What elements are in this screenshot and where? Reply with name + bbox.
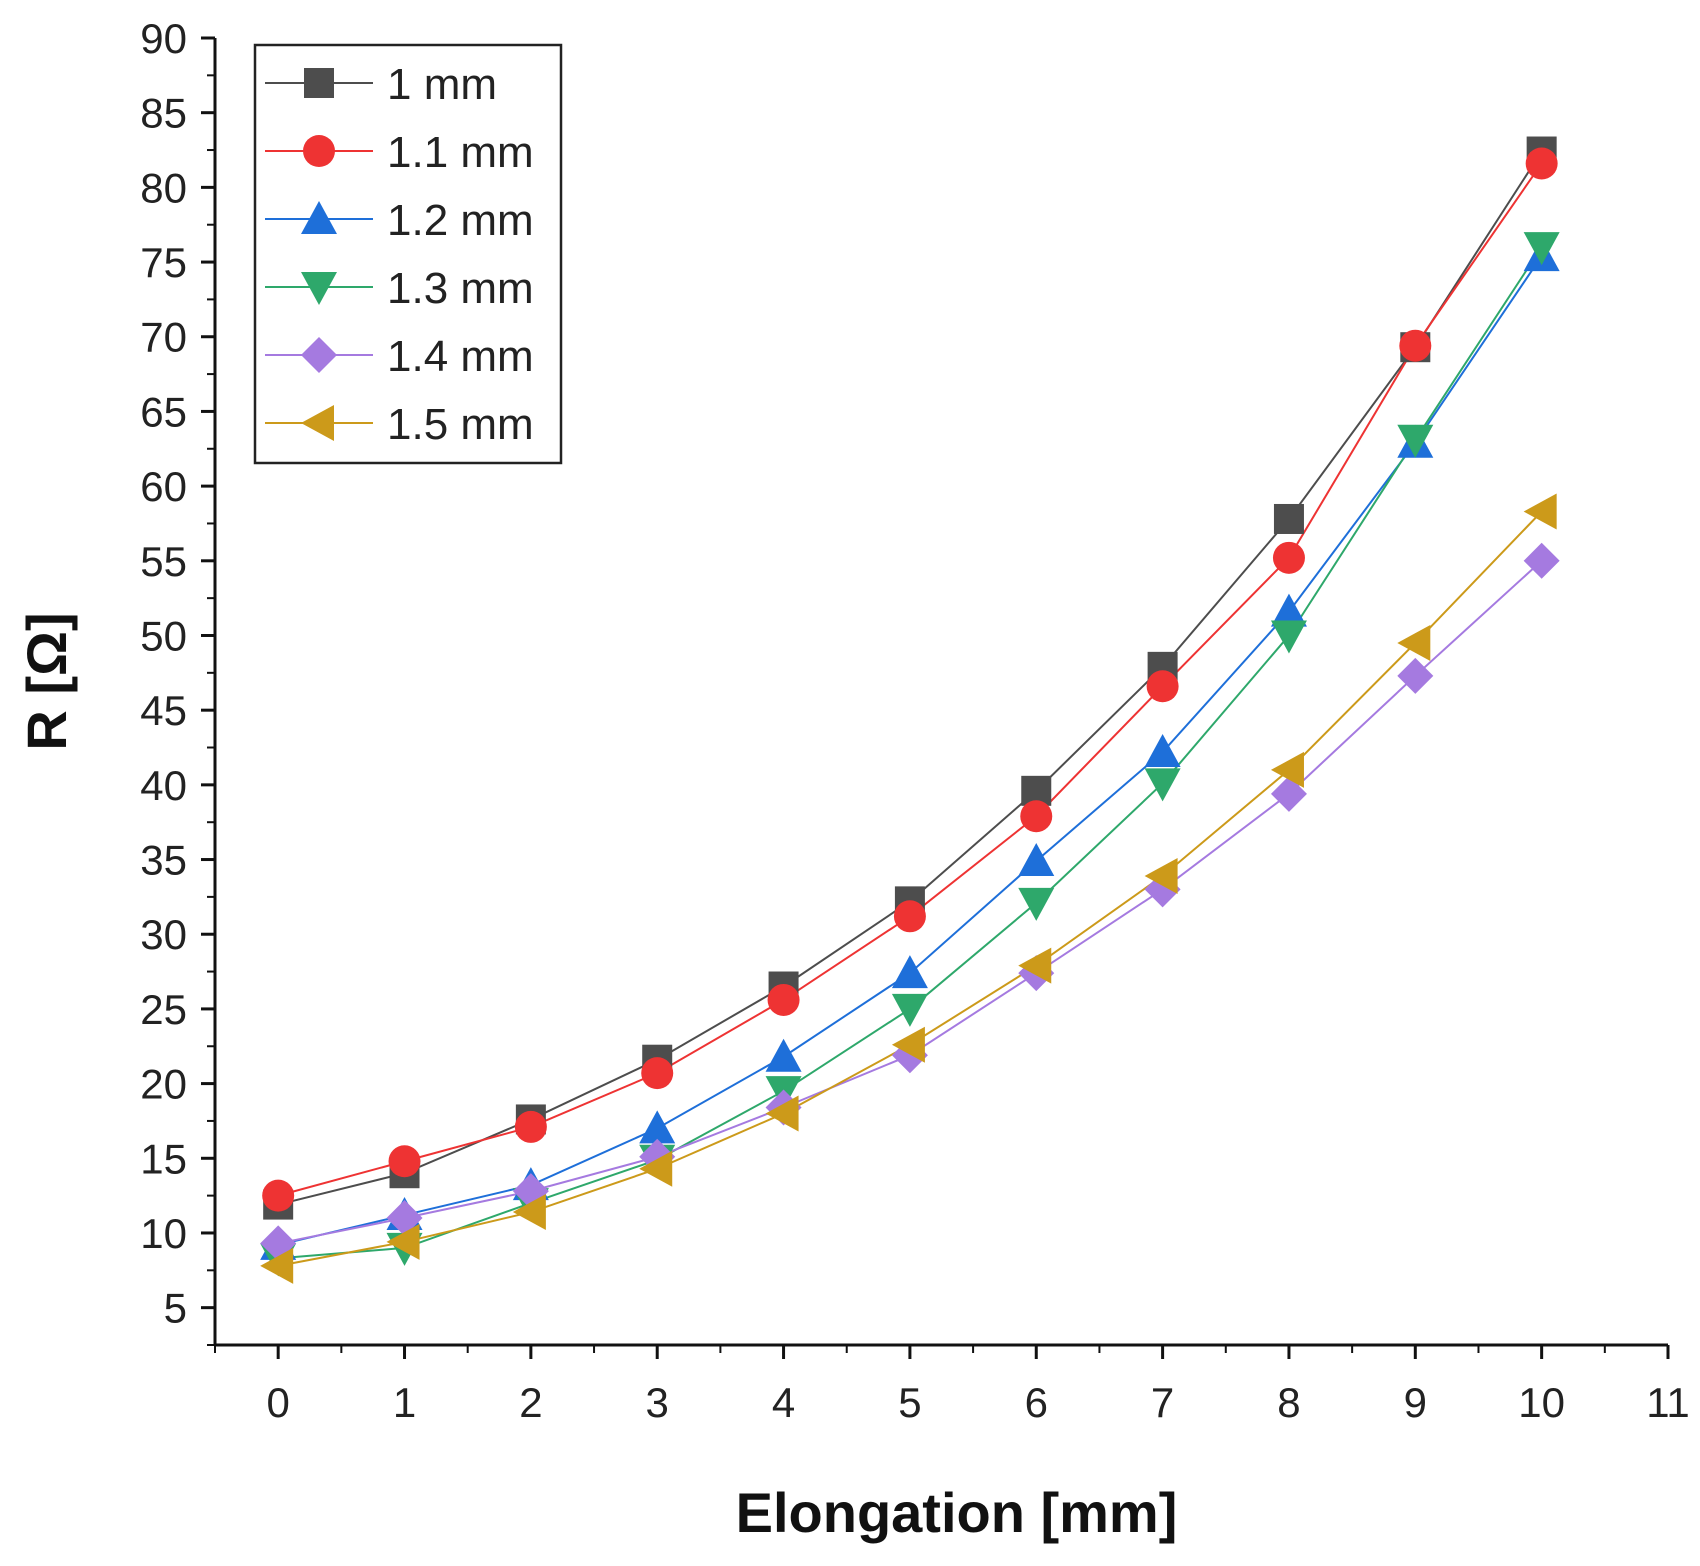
data-point	[891, 1026, 925, 1063]
legend-marker	[301, 201, 337, 234]
data-point	[639, 1150, 673, 1187]
y-tick-label: 65	[140, 388, 187, 435]
legend-item: 1 mm	[265, 60, 497, 109]
y-tick-label: 25	[140, 986, 187, 1033]
y-ticks: 5 10 15 20 25 30 35 40 45 50 55 60 65 70 75 80 85 90	[140, 15, 215, 1346]
series-points-6	[260, 493, 1557, 1284]
data-point	[767, 983, 800, 1016]
data-point	[388, 1145, 421, 1178]
y-tick-label: 45	[140, 687, 187, 734]
x-tick-label: 1	[393, 1379, 416, 1426]
series-markers	[260, 136, 1560, 1284]
x-tick-label: 3	[646, 1379, 669, 1426]
series-points-2	[262, 147, 1558, 1212]
data-point	[1270, 593, 1307, 627]
data-point	[1020, 800, 1053, 833]
legend-marker	[301, 405, 334, 441]
y-tick-label: 70	[140, 314, 187, 361]
legend-label: 1.2 mm	[387, 196, 534, 245]
data-point	[1270, 751, 1304, 788]
data-point	[1144, 768, 1181, 802]
data-point	[1018, 843, 1055, 877]
x-tick-label: 6	[1025, 1379, 1048, 1426]
y-tick-label: 75	[140, 239, 187, 286]
y-tick-label: 10	[140, 1210, 187, 1257]
data-point	[386, 1200, 423, 1237]
legend-label: 1.1 mm	[387, 128, 534, 177]
data-point	[1273, 503, 1304, 534]
data-point	[1018, 947, 1052, 984]
data-point	[765, 1038, 802, 1072]
x-axis-title: Elongation [mm]	[736, 1481, 1178, 1544]
data-point	[1399, 329, 1432, 362]
data-point	[1270, 620, 1307, 654]
x-tick-label: 10	[1518, 1379, 1565, 1426]
data-point	[514, 1110, 547, 1143]
x-tick-label: 4	[772, 1379, 795, 1426]
legend-marker	[303, 135, 335, 167]
data-point	[1397, 424, 1434, 458]
x-tick-label: 9	[1404, 1379, 1427, 1426]
x-ticks: 0 1 2 3 4 5 6 7 8 9 10 11	[214, 1345, 1690, 1426]
legend-item: 1.2 mm	[265, 196, 534, 245]
y-tick-label: 5	[164, 1285, 187, 1332]
y-tick-label: 35	[140, 837, 187, 884]
legend-item: 1.4 mm	[265, 332, 534, 381]
data-point	[260, 1247, 294, 1284]
legend: 1 mm 1.1 mm 1.2 mm 1.3 mm 1.4 mm 1.5 mm	[253, 43, 563, 465]
x-tick-label: 11	[1646, 1379, 1690, 1426]
data-point	[1018, 887, 1055, 921]
data-point	[1397, 624, 1431, 661]
x-tick-label: 0	[266, 1379, 289, 1426]
legend-label: 1.5 mm	[387, 400, 534, 449]
x-tick-label: 5	[898, 1379, 921, 1426]
legend-item: 1.1 mm	[265, 128, 534, 177]
y-tick-label: 40	[140, 762, 187, 809]
y-tick-label: 60	[140, 463, 187, 510]
data-point	[639, 1110, 676, 1144]
y-tick-label: 15	[140, 1135, 187, 1182]
y-tick-label: 80	[140, 164, 187, 211]
legend-label: 1 mm	[387, 60, 497, 109]
data-point	[891, 955, 928, 989]
data-point	[512, 1194, 546, 1231]
data-point	[893, 900, 926, 933]
data-point	[1523, 232, 1560, 266]
y-tick-label: 55	[140, 538, 187, 585]
data-point	[262, 1179, 295, 1212]
data-point	[1397, 657, 1434, 694]
data-point	[1523, 542, 1560, 579]
data-point	[641, 1057, 674, 1090]
legend-label: 1.4 mm	[387, 332, 534, 381]
data-point	[891, 993, 928, 1027]
legend-label: 1.3 mm	[387, 264, 534, 313]
legend-item: 1.5 mm	[265, 400, 534, 449]
y-tick-label: 85	[140, 90, 187, 137]
x-tick-label: 2	[519, 1379, 542, 1426]
data-point	[1144, 733, 1181, 767]
y-tick-label: 50	[140, 612, 187, 659]
legend-marker	[304, 68, 334, 98]
legend-marker	[301, 272, 337, 305]
x-tick-label: 8	[1277, 1379, 1300, 1426]
x-tick-label: 7	[1151, 1379, 1174, 1426]
y-axis-title: R [Ω]	[15, 612, 78, 750]
legend-marker	[301, 337, 337, 373]
legend-item: 1.3 mm	[265, 264, 534, 313]
y-tick-label: 30	[140, 911, 187, 958]
data-point	[1523, 493, 1557, 530]
data-point	[765, 1095, 799, 1132]
y-tick-label: 20	[140, 1061, 187, 1108]
data-point	[1270, 775, 1307, 812]
axes	[213, 38, 1668, 1347]
data-point	[1525, 147, 1558, 180]
y-tick-label: 90	[140, 15, 187, 62]
data-point	[1146, 670, 1179, 703]
legend-box	[253, 43, 563, 465]
data-point	[1272, 541, 1305, 574]
data-point	[1144, 857, 1178, 894]
data-point	[386, 1223, 420, 1260]
